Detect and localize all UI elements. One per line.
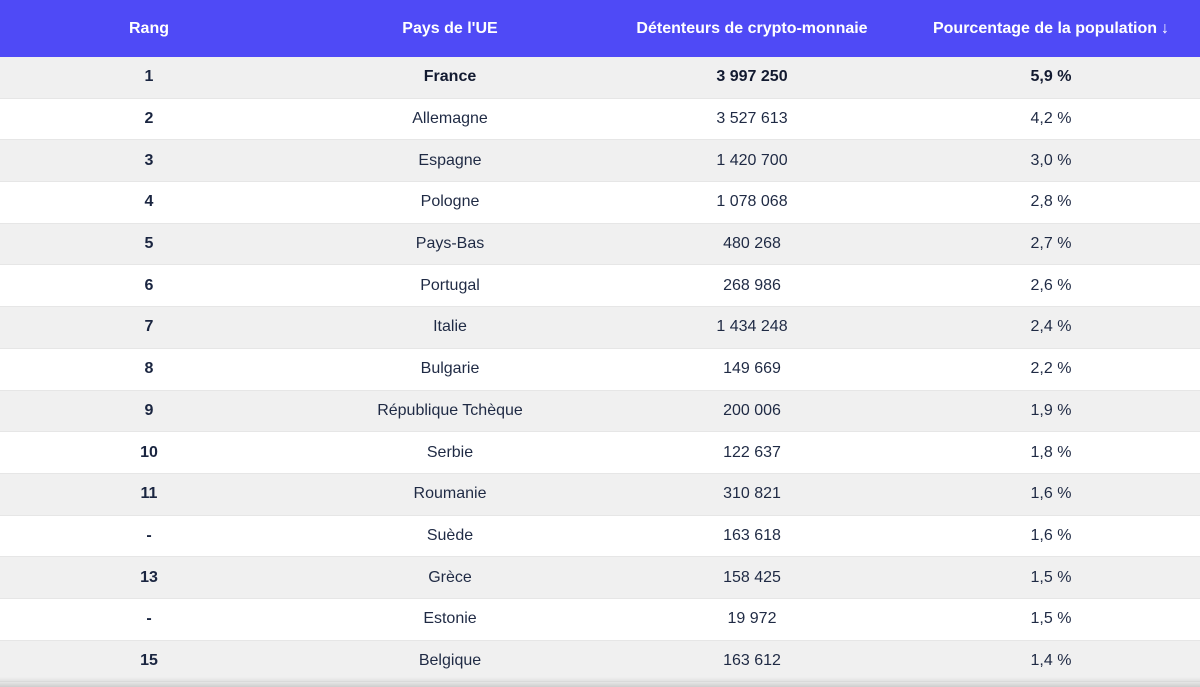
rank-cell: 9 [144,401,154,419]
scroll-fade [0,677,1200,687]
column-header-country[interactable]: Pays de l'UE [402,19,498,37]
holders-cell: 310 821 [723,485,781,503]
table-row: 8 Bulgarie 149 669 2,2 % [0,348,1200,391]
column-header-rank[interactable]: Rang [129,19,169,37]
table-row: 6 Portugal 268 986 2,6 % [0,265,1200,308]
holders-cell: 19 972 [727,610,777,628]
holders-cell: 3 997 250 [716,68,788,86]
rank-cell: 13 [140,568,158,586]
holders-cell: 158 425 [723,568,781,586]
holders-cell: 3 527 613 [716,110,788,128]
percentage-cell: 1,4 % [1030,651,1072,669]
holders-cell: 1 078 068 [716,193,788,211]
percentage-cell: 2,2 % [1030,360,1072,378]
country-cell: Pays-Bas [415,235,485,253]
country-cell: République Tchèque [377,401,523,419]
percentage-cell: 4,2 % [1030,110,1072,128]
percentage-cell: 2,6 % [1030,276,1072,294]
sort-descending-icon: ↓ [1161,19,1170,37]
country-cell: Pologne [420,193,480,211]
holders-cell: 163 612 [723,651,781,669]
table-row: 2 Allemagne 3 527 613 4,2 % [0,98,1200,141]
table-row: 11 Roumanie 310 821 1,6 % [0,473,1200,516]
rank-cell: 7 [144,318,154,336]
column-header-holders[interactable]: Détenteurs de crypto-monnaie [636,19,868,37]
country-cell: Bulgarie [420,360,480,378]
holders-cell: 163 618 [723,526,781,544]
country-cell: Belgique [418,651,482,669]
rank-cell: - [146,610,152,628]
rank-cell: 15 [140,651,158,669]
column-header-percentage-label: Pourcentage de la population [932,19,1158,37]
rank-cell: 10 [140,443,158,461]
table-row: - Estonie 19 972 1,5 % [0,598,1200,641]
percentage-cell: 1,8 % [1030,443,1072,461]
percentage-cell: 1,5 % [1030,568,1072,586]
holders-cell: 200 006 [723,401,781,419]
table-row: 1 France 3 997 250 5,9 % [0,57,1200,99]
rank-cell: 8 [144,360,154,378]
percentage-cell: 2,8 % [1030,193,1072,211]
rank-cell: 5 [144,235,154,253]
table-row: - Suède 163 618 1,6 % [0,515,1200,558]
country-cell: Portugal [420,276,480,294]
table-row: 4 Pologne 1 078 068 2,8 % [0,182,1200,224]
table-body: 1 France 3 997 250 5,9 % 2 Allemagne 3 527 613… [0,57,1200,683]
rank-cell: 2 [144,110,154,128]
holders-cell: 268 986 [723,276,781,294]
table-row: 5 Pays-Bas 480 268 2,7 % [0,223,1200,266]
country-cell: Suède [426,526,474,544]
table-row: 3 Espagne 1 420 700 3,0 % [0,140,1200,183]
holders-cell: 480 268 [723,235,781,253]
country-cell: Grèce [428,568,472,586]
rank-cell: - [146,526,152,544]
percentage-cell: 1,6 % [1030,485,1072,503]
rank-cell: 1 [144,68,154,86]
holders-cell: 1 434 248 [716,318,788,336]
percentage-cell: 5,9 % [1030,68,1072,86]
country-cell: Espagne [418,151,482,169]
rank-cell: 4 [144,193,154,211]
country-cell: Allemagne [412,110,488,128]
country-cell: Estonie [423,610,477,628]
percentage-cell: 1,6 % [1030,526,1072,544]
column-header-percentage[interactable]: Pourcentage de la population ↓ [902,20,1200,38]
percentage-cell: 1,9 % [1030,401,1072,419]
table-row: 13 Grèce 158 425 1,5 % [0,557,1200,599]
holders-cell: 149 669 [723,360,781,378]
rank-cell: 6 [144,276,154,294]
country-cell: Italie [433,318,467,336]
country-cell: Roumanie [413,485,487,503]
table-row: 10 Serbie 122 637 1,8 % [0,432,1200,474]
rank-cell: 3 [144,151,154,169]
country-cell: France [423,68,477,86]
percentage-cell: 1,5 % [1030,610,1072,628]
percentage-cell: 2,4 % [1030,318,1072,336]
holders-cell: 1 420 700 [716,151,788,169]
holders-cell: 122 637 [723,443,781,461]
country-cell: Serbie [426,443,474,461]
percentage-cell: 3,0 % [1030,151,1072,169]
table-header: Rang Pays de l'UE Détenteurs de crypto-m… [0,0,1200,57]
rank-cell: 11 [140,485,158,503]
table-row: 9 République Tchèque 200 006 1,9 % [0,390,1200,433]
percentage-cell: 2,7 % [1030,235,1072,253]
table-row: 7 Italie 1 434 248 2,4 % [0,307,1200,349]
